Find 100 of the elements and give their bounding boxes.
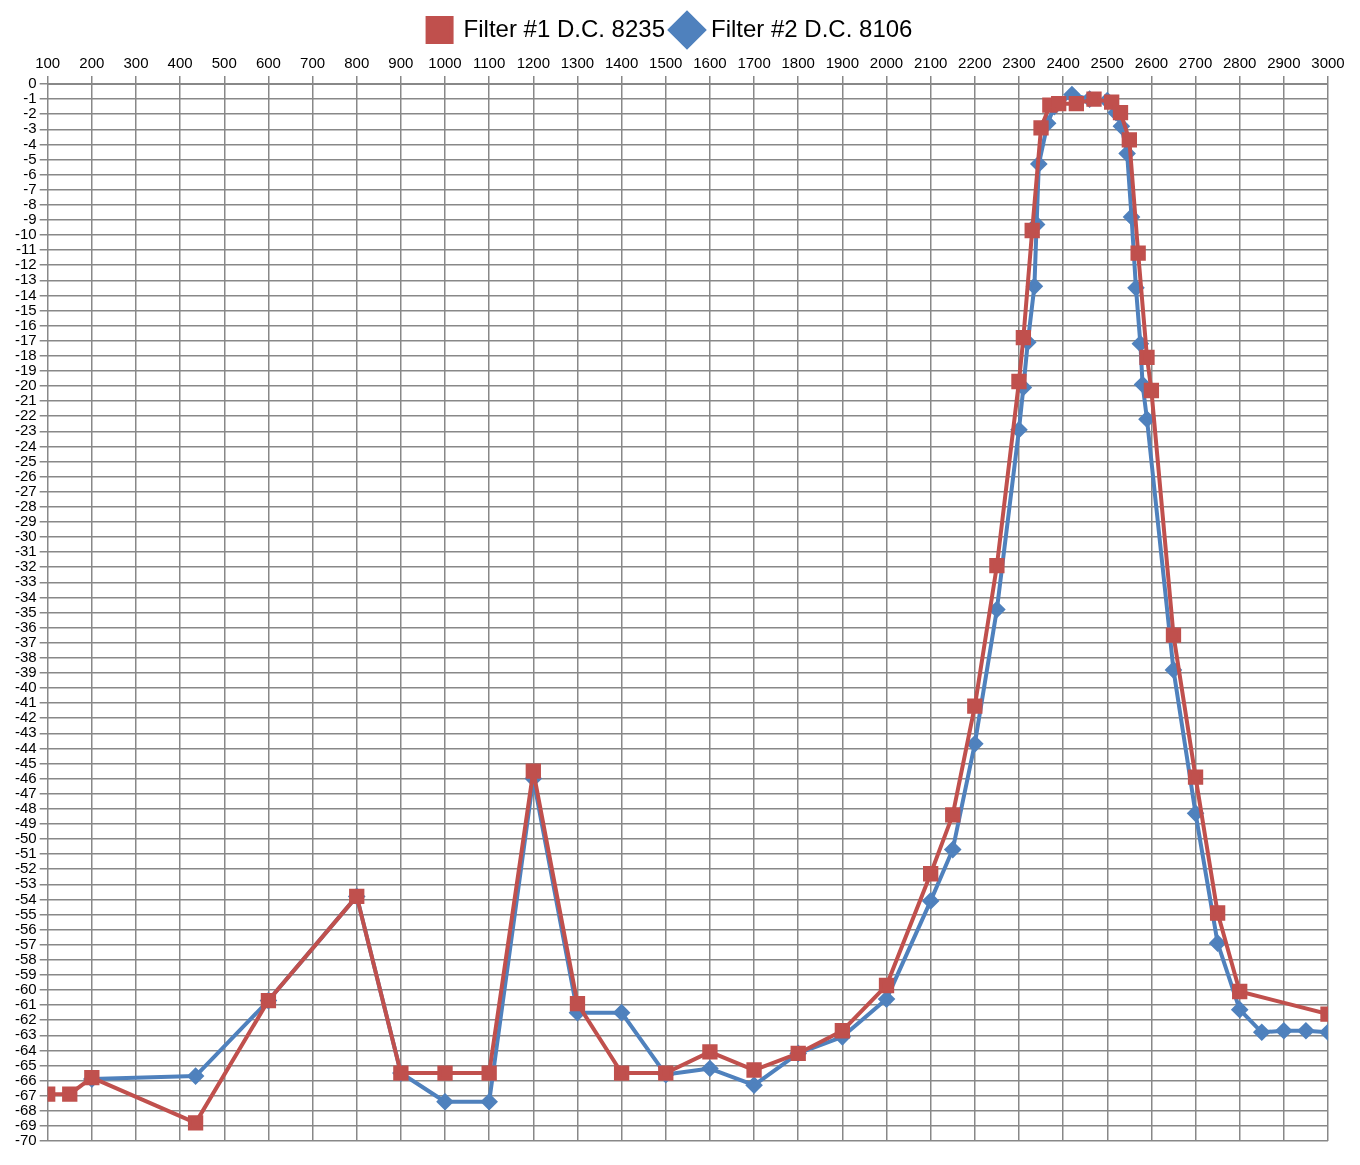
y-tick-label: -59 (14, 965, 37, 983)
y-tick-label: -61 (14, 995, 37, 1013)
y-tick-label: -30 (14, 527, 37, 545)
y-tick-label: -48 (14, 798, 37, 816)
x-tick-label: 400 (167, 54, 193, 72)
x-tick-label: 1600 (693, 54, 727, 72)
x-tick-label: 1700 (737, 54, 771, 72)
y-tick-label: -14 (14, 285, 37, 303)
y-tick-label: -7 (23, 179, 37, 197)
y-tick-label: -41 (14, 693, 37, 711)
y-tick-label: -26 (14, 466, 37, 484)
y-tick-label: -46 (14, 768, 37, 786)
y-tick-label: 0 (28, 74, 37, 92)
x-tick-label: 200 (79, 54, 105, 72)
x-tick-label: 2900 (1267, 54, 1301, 72)
y-tick-label: -15 (14, 300, 37, 318)
y-tick-label: -21 (14, 391, 37, 409)
y-tick-label: -43 (14, 723, 37, 741)
y-tick-label: -55 (14, 904, 37, 922)
y-tick-label: -1 (23, 89, 37, 107)
x-tick-label: 500 (211, 54, 237, 72)
y-tick-label: -2 (23, 104, 37, 122)
y-tick-label: -58 (14, 949, 37, 967)
y-tick-label: -6 (23, 164, 37, 182)
y-tick-label: -4 (23, 134, 37, 152)
y-tick-label: -9 (23, 210, 37, 228)
y-tick-label: -8 (23, 194, 37, 212)
y-tick-label: -34 (14, 587, 37, 605)
x-tick-label: 2600 (1134, 54, 1169, 72)
y-tick-label: -32 (14, 557, 37, 575)
y-tick-label: -66 (14, 1070, 37, 1088)
y-tick-label: -70 (14, 1131, 37, 1149)
y-tick-label: -31 (14, 542, 37, 560)
x-tick-label: 2800 (1223, 54, 1257, 72)
y-tick-label: -51 (14, 844, 37, 862)
y-tick-label: -63 (14, 1025, 37, 1043)
y-tick-label: -27 (14, 481, 37, 499)
y-tick-label: -38 (14, 647, 37, 665)
x-tick-label: 2000 (869, 54, 904, 72)
y-tick-label: -64 (14, 1040, 37, 1058)
y-tick-label: -47 (14, 783, 37, 801)
y-tick-label: -22 (14, 406, 37, 424)
y-tick-label: -49 (14, 814, 37, 832)
y-tick-label: -42 (14, 708, 37, 726)
y-tick-label: -69 (14, 1116, 37, 1134)
y-tick-label: -68 (14, 1100, 37, 1118)
y-tick-label: -67 (14, 1085, 37, 1103)
y-tick-label: -20 (14, 376, 37, 394)
y-tick-label: -16 (14, 315, 37, 333)
x-tick-label: 2100 (913, 54, 948, 72)
y-tick-label: -65 (14, 1055, 37, 1073)
y-tick-label: -18 (14, 345, 37, 363)
x-tick-label: 600 (255, 54, 281, 72)
y-tick-label: -36 (14, 617, 37, 635)
x-tick-label: 800 (344, 54, 370, 72)
y-tick-label: -62 (14, 1010, 37, 1028)
y-tick-label: -33 (14, 572, 37, 590)
y-tick-label: -40 (14, 678, 37, 696)
x-tick-label: 1000 (428, 54, 462, 72)
y-tick-label: -60 (14, 980, 37, 998)
x-tick-label: 1100 (473, 54, 506, 72)
x-tick-label: 1300 (560, 54, 595, 72)
y-tick-label: -29 (14, 512, 37, 530)
y-tick-label: -13 (14, 270, 37, 288)
y-tick-label: -50 (14, 829, 37, 847)
x-tick-label: 100 (35, 54, 61, 72)
y-tick-label: -53 (14, 874, 37, 892)
x-tick-label: 2400 (1046, 54, 1080, 72)
y-tick-label: -10 (14, 225, 37, 243)
y-tick-label: -11 (16, 240, 37, 258)
x-tick-label: 300 (123, 54, 149, 72)
y-tick-label: -54 (14, 889, 37, 907)
y-tick-label: -57 (14, 934, 37, 952)
x-tick-label: 700 (300, 54, 326, 72)
x-tick-label: 1200 (516, 54, 551, 72)
y-tick-label: -23 (14, 421, 37, 439)
legend-label: Filter #1 D.C. 8235 (463, 14, 665, 42)
y-tick-label: -28 (14, 496, 37, 514)
y-tick-label: -56 (14, 919, 37, 937)
y-tick-label: -19 (14, 361, 37, 379)
x-tick-label: 1500 (649, 54, 683, 72)
y-tick-label: -44 (14, 738, 37, 756)
y-tick-label: -37 (14, 632, 37, 650)
x-tick-label: 900 (388, 54, 414, 72)
x-tick-label: 3000 (1311, 54, 1345, 72)
x-tick-label: 1400 (604, 54, 639, 72)
y-tick-label: -3 (23, 119, 37, 137)
y-tick-label: -39 (14, 663, 37, 681)
legend-label: Filter #2 D.C. 8106 (711, 14, 913, 42)
x-tick-label: 1800 (781, 54, 815, 72)
x-tick-label: 2500 (1090, 54, 1124, 72)
y-tick-label: -5 (23, 149, 37, 167)
x-tick-label: 1900 (825, 54, 860, 72)
y-tick-label: -25 (14, 451, 37, 469)
x-tick-label: 2300 (1002, 54, 1036, 72)
x-tick-label: 2700 (1178, 54, 1213, 72)
y-tick-label: -12 (14, 255, 37, 273)
y-tick-label: -17 (14, 330, 37, 348)
y-tick-label: -35 (14, 602, 37, 620)
x-tick-label: 2200 (958, 54, 992, 72)
